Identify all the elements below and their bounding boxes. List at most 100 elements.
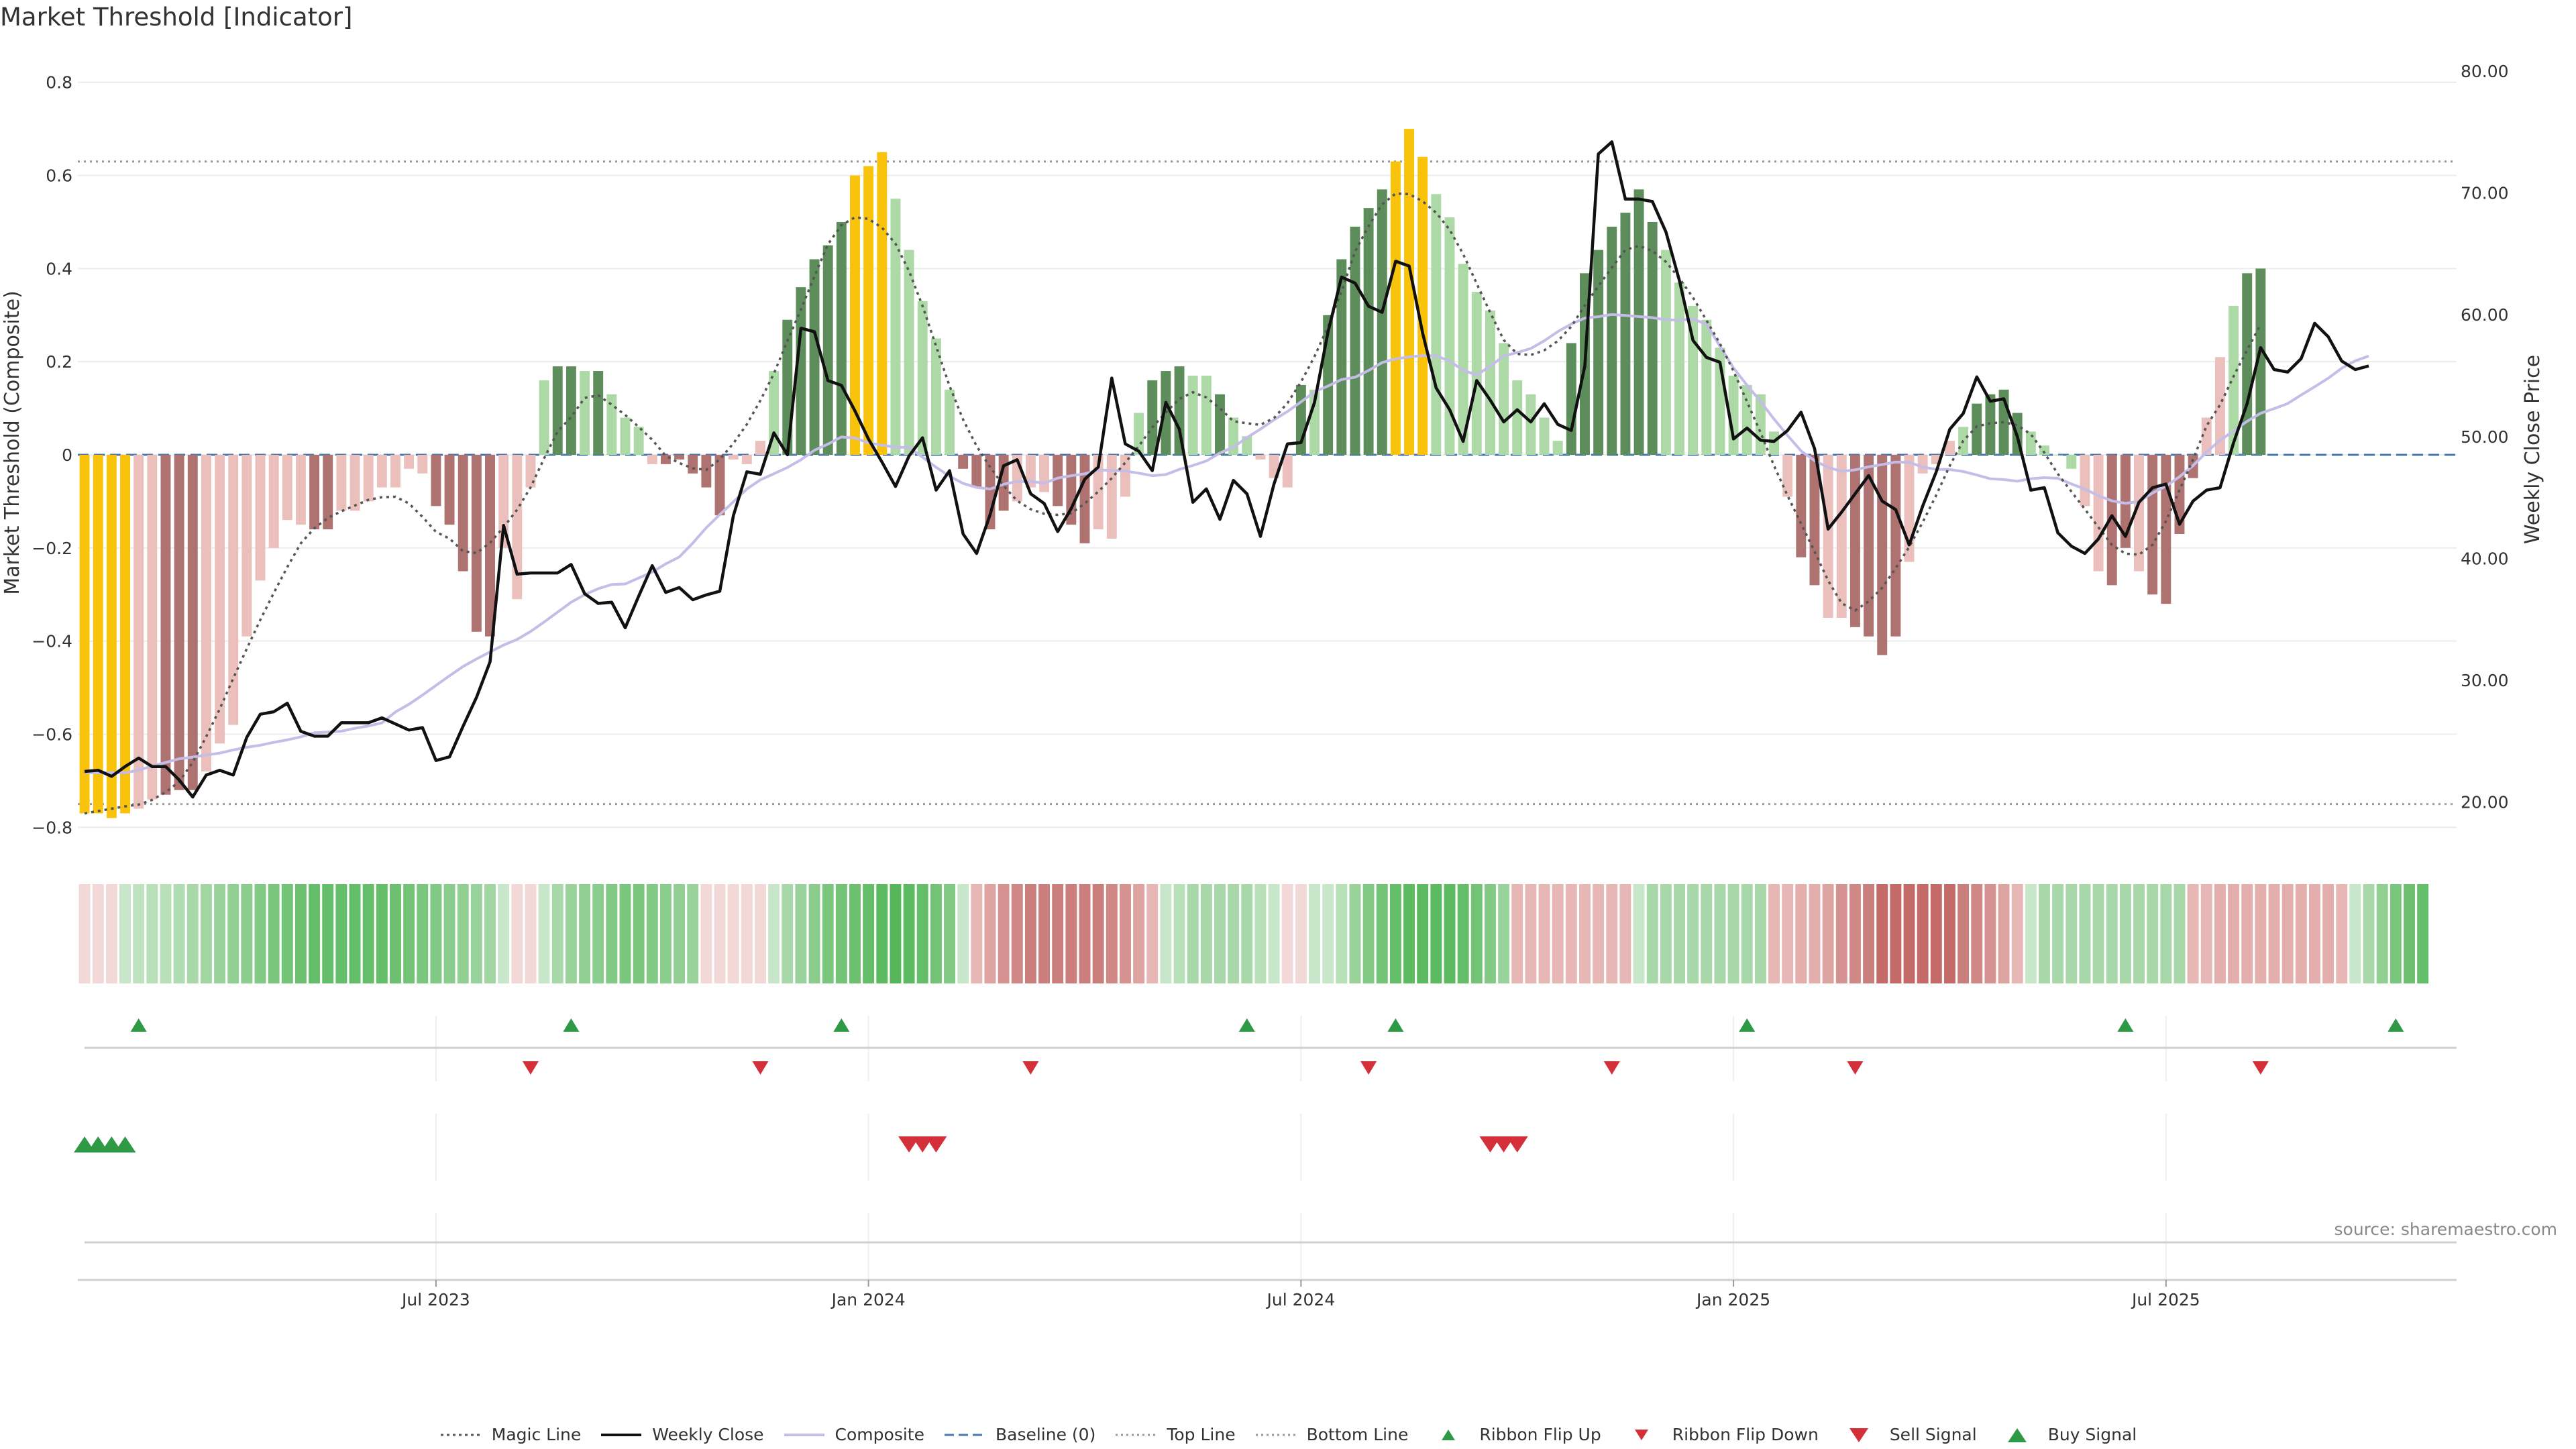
ribbon-flip-down-marker	[1847, 1061, 1864, 1075]
composite-bar	[809, 259, 820, 455]
y-tick-label: 0	[62, 445, 72, 465]
composite-bar	[904, 250, 914, 455]
composite-bar	[1025, 455, 1036, 488]
ribbon-cell	[1835, 884, 1847, 983]
composite-bar	[147, 455, 158, 800]
y2-tick-label: 30.00	[2461, 671, 2509, 690]
composite-bar	[350, 455, 360, 511]
ribbon-cell	[294, 884, 307, 983]
ribbon-cell	[1552, 884, 1564, 983]
composite-bar	[2106, 455, 2117, 586]
composite-bar	[458, 455, 468, 572]
ribbon-cell	[971, 884, 983, 983]
ribbon-cell	[2092, 884, 2104, 983]
ribbon-cell	[2282, 884, 2294, 983]
ribbon-cell	[1687, 884, 1699, 983]
ribbon-cell	[241, 884, 253, 983]
ribbon-cell	[1146, 884, 1159, 983]
composite-bar	[390, 455, 400, 488]
composite-bar	[1849, 455, 1860, 627]
ribbon-cell	[511, 884, 523, 983]
composite-bar	[998, 455, 1009, 511]
ribbon-cell	[2200, 884, 2212, 983]
ribbon-flip-up-marker	[130, 1018, 147, 1032]
ribbon-cell	[335, 884, 347, 983]
composite-bar	[485, 455, 495, 637]
composite-bar	[106, 455, 117, 818]
ribbon-flip-down-marker	[752, 1061, 769, 1075]
ribbon-cell	[2011, 884, 2023, 983]
ribbon-cell	[1876, 884, 1888, 983]
composite-bar	[930, 338, 941, 455]
ribbon-flip-up-marker	[2117, 1018, 2134, 1032]
ribbon-cell	[403, 884, 415, 983]
composite-bar	[1431, 194, 1442, 455]
composite-bar	[1485, 310, 1495, 455]
ribbon-cell	[1809, 884, 1821, 983]
composite-bar	[2147, 455, 2158, 595]
composite-bar	[444, 455, 455, 525]
composite-bar	[1890, 455, 1901, 637]
composite-bar	[2080, 455, 2090, 506]
composite-bar	[1404, 129, 1415, 455]
ribbon-cell	[1741, 884, 1753, 983]
ribbon-cell	[998, 884, 1010, 983]
ribbon-cell	[1065, 884, 1077, 983]
ribbon-cell	[2214, 884, 2226, 983]
composite-bar	[1336, 259, 1347, 455]
composite-bar	[701, 455, 712, 488]
y2-tick-label: 60.00	[2461, 305, 2509, 325]
composite-line	[85, 313, 2369, 775]
ribbon-flip-panel	[85, 1016, 2457, 1081]
ribbon-cell	[2322, 884, 2334, 983]
composite-bar	[1782, 455, 1793, 497]
composite-bar	[363, 455, 374, 502]
ribbon-cell	[835, 884, 847, 983]
ribbon-cell	[281, 884, 293, 983]
composite-bar	[2066, 455, 2077, 469]
composite-bar	[755, 441, 765, 455]
legend-symbol	[1620, 1426, 1663, 1444]
composite-bar	[2093, 455, 2104, 572]
legend-symbol	[1996, 1426, 2039, 1444]
composite-bar	[917, 301, 928, 455]
ribbon-cell	[2404, 884, 2415, 983]
composite-bar	[471, 455, 482, 632]
composite-bar	[1985, 394, 1996, 455]
y2-tick-label: 40.00	[2461, 549, 2509, 568]
buy-signal-marker	[114, 1136, 136, 1152]
ribbon-cell	[1822, 884, 1834, 983]
ribbon-cell	[1133, 884, 1145, 983]
ribbon-cell	[2174, 884, 2186, 983]
ribbon-cell	[430, 884, 442, 983]
ribbon-cell	[768, 884, 780, 983]
composite-bar	[1512, 380, 1523, 455]
composite-bar	[295, 455, 306, 525]
composite-bar	[431, 455, 441, 506]
y-tick-label: −0.6	[32, 724, 72, 744]
sell-signal-marker	[1479, 1136, 1501, 1152]
legend-label: Buy Signal	[2047, 1425, 2137, 1444]
ribbon-cell	[633, 884, 645, 983]
y2-tick-label: 70.00	[2461, 184, 2509, 203]
y2-tick-label: 20.00	[2461, 792, 2509, 812]
source-credit: source: sharemaestro.com	[2334, 1220, 2558, 1239]
buy-signal-marker	[74, 1136, 96, 1152]
ribbon-cell	[754, 884, 766, 983]
ribbon-cell	[551, 884, 564, 983]
composite-bar	[1390, 161, 1401, 455]
composite-bar	[539, 380, 549, 455]
ribbon-cell	[2187, 884, 2199, 983]
ribbon-cell	[2308, 884, 2320, 983]
composite-bar	[1444, 217, 1455, 455]
composite-bar	[2039, 445, 2049, 455]
composite-bar	[580, 371, 590, 455]
composite-bar	[1079, 455, 1090, 543]
composite-bar	[1093, 455, 1104, 530]
composite-bar	[566, 366, 576, 455]
composite-bar	[215, 455, 225, 744]
composite-bar	[620, 417, 631, 455]
composite-bar	[93, 455, 103, 814]
composite-bar	[2134, 455, 2144, 572]
composite-bar	[822, 245, 833, 455]
